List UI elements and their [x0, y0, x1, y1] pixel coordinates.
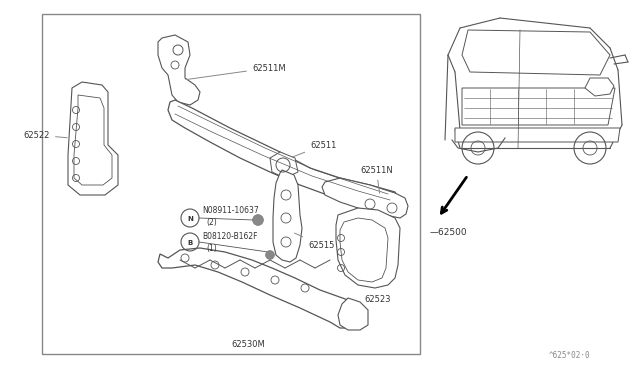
Text: N: N	[187, 216, 193, 222]
Polygon shape	[270, 152, 298, 178]
Circle shape	[253, 215, 263, 225]
Text: 62511N: 62511N	[360, 166, 393, 193]
Polygon shape	[336, 208, 400, 288]
Polygon shape	[340, 218, 388, 282]
Text: 62515: 62515	[294, 233, 334, 250]
Text: —62500: —62500	[430, 228, 468, 237]
Circle shape	[266, 251, 274, 259]
FancyBboxPatch shape	[42, 14, 420, 354]
Polygon shape	[74, 95, 112, 185]
Text: ^625*02·0: ^625*02·0	[548, 351, 590, 360]
Polygon shape	[158, 35, 200, 105]
Text: 62523: 62523	[365, 295, 391, 304]
Polygon shape	[158, 248, 362, 328]
Polygon shape	[585, 78, 614, 96]
Text: 62522: 62522	[24, 131, 67, 140]
Polygon shape	[338, 298, 368, 330]
Text: (2): (2)	[206, 218, 217, 227]
Polygon shape	[273, 170, 302, 262]
Polygon shape	[68, 82, 118, 195]
Text: 62511M: 62511M	[186, 64, 285, 80]
Text: B: B	[188, 240, 193, 246]
Text: (1): (1)	[206, 244, 217, 253]
Polygon shape	[322, 178, 408, 218]
Polygon shape	[455, 128, 620, 142]
Polygon shape	[462, 88, 615, 125]
Text: 62511: 62511	[292, 141, 337, 157]
Text: B08120-B162F: B08120-B162F	[202, 231, 257, 241]
Polygon shape	[168, 100, 400, 212]
Text: 62530M: 62530M	[231, 340, 265, 349]
Polygon shape	[462, 30, 610, 75]
Text: N08911-10637: N08911-10637	[202, 205, 259, 215]
